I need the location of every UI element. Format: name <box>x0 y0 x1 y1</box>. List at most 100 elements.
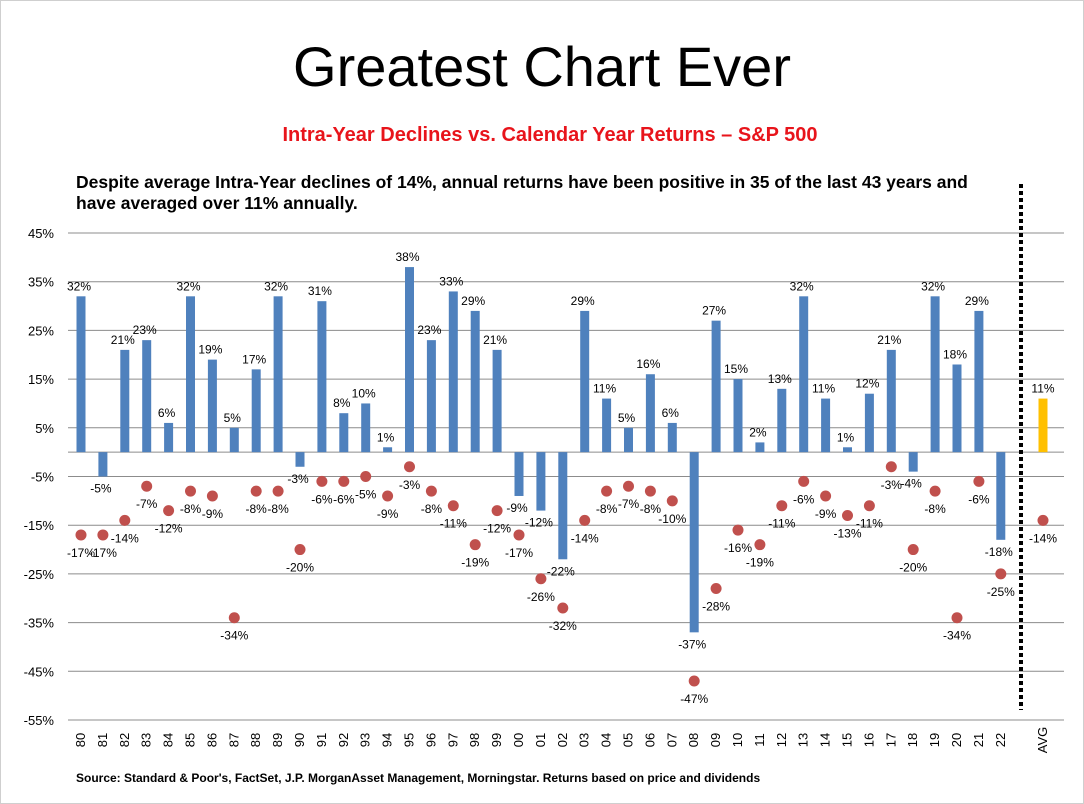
bar-value-label: 32% <box>790 279 814 293</box>
bar-value-label: 13% <box>768 372 792 386</box>
decline-point <box>732 524 744 536</box>
decline-value-label: -6% <box>793 492 815 506</box>
bar <box>952 364 962 453</box>
bar <box>799 296 809 453</box>
bar-value-label: 27% <box>702 304 726 318</box>
x-tick-label: 17 <box>883 733 898 747</box>
decline-value-label: -12% <box>155 522 183 536</box>
decline-point <box>447 500 459 512</box>
decline-point <box>666 495 678 507</box>
decline-value-label: -8% <box>924 502 946 516</box>
bar <box>273 296 283 453</box>
decline-point <box>272 485 284 497</box>
x-tick-label: AVG <box>1035 727 1050 754</box>
x-tick-label: 12 <box>774 733 789 747</box>
decline-value-label: -8% <box>180 502 202 516</box>
bar <box>383 447 393 453</box>
x-tick-label: 93 <box>358 733 373 747</box>
decline-value-label: -6% <box>333 492 355 506</box>
decline-point <box>710 583 722 595</box>
page-title: Greatest Chart Ever <box>293 35 791 98</box>
bar-value-label: 10% <box>352 386 376 400</box>
x-tick-label: 96 <box>423 733 438 747</box>
decline-point <box>776 500 788 512</box>
bar <box>536 452 546 511</box>
bar-value-label: 17% <box>242 352 266 366</box>
x-tick-label: 10 <box>730 733 745 747</box>
decline-value-label: -12% <box>483 522 511 536</box>
bar <box>930 296 940 453</box>
bar-value-label: 33% <box>439 274 463 288</box>
decline-point <box>382 490 394 502</box>
bar <box>186 296 195 453</box>
decline-point <box>119 514 131 526</box>
decline-point <box>360 471 372 482</box>
decline-value-label: -20% <box>899 561 927 575</box>
bar-value-label: 1% <box>837 430 855 444</box>
decline-value-label: -9% <box>377 507 399 521</box>
x-tick-label: 02 <box>555 733 570 747</box>
decline-value-label: -10% <box>658 512 686 526</box>
bar <box>98 452 108 477</box>
y-tick-label: 35% <box>28 275 54 290</box>
decline-point <box>579 514 591 526</box>
decline-value-label: -14% <box>571 531 599 545</box>
bar-value-label: 6% <box>662 406 680 420</box>
bar-value-label: -3% <box>287 472 309 486</box>
x-tick-label: 81 <box>95 733 110 747</box>
decline-point <box>557 602 569 614</box>
x-tick-label: 04 <box>599 733 614 747</box>
decline-value-label: -32% <box>549 619 577 633</box>
decline-value-label: -9% <box>202 507 224 521</box>
bar-value-label: 18% <box>943 347 967 361</box>
chart-note: Despite average Intra-Year declines of 1… <box>76 172 968 213</box>
decline-point <box>75 529 87 541</box>
bar-value-label: 32% <box>67 279 91 293</box>
bar <box>580 310 590 453</box>
decline-value-label: -14% <box>1029 531 1057 545</box>
bar-value-label: -9% <box>506 501 528 515</box>
x-tick-label: 20 <box>949 733 964 747</box>
x-tick-label: 03 <box>577 733 592 747</box>
bar-value-label: 5% <box>618 411 636 425</box>
decline-point <box>425 485 437 497</box>
bar <box>711 320 721 453</box>
x-tick-label: 11 <box>752 733 767 747</box>
decline-point <box>688 675 700 687</box>
decline-value-label: -6% <box>311 492 333 506</box>
bar-value-label: -18% <box>985 545 1013 559</box>
decline-point <box>973 475 985 487</box>
decline-value-label: -11% <box>440 517 467 531</box>
bar <box>821 398 831 453</box>
y-tick-label: -35% <box>24 616 55 631</box>
bar <box>361 403 371 453</box>
bar-value-label: 32% <box>264 279 288 293</box>
decline-point <box>250 485 262 497</box>
bar-value-label: 2% <box>749 425 767 439</box>
bar-value-label: 11% <box>812 382 835 396</box>
bar <box>602 398 612 453</box>
decline-point <box>294 544 306 556</box>
decline-point <box>141 480 153 492</box>
bar-value-label: -22% <box>547 564 575 578</box>
x-tick-label: 16 <box>861 733 876 747</box>
decline-point <box>338 475 350 487</box>
decline-point <box>929 485 941 497</box>
bar <box>755 442 765 453</box>
decline-value-label: -47% <box>680 692 708 706</box>
decline-point <box>842 509 853 521</box>
bar <box>624 427 633 453</box>
bar-value-label: 21% <box>877 333 901 347</box>
decline-value-label: -7% <box>618 497 640 511</box>
bar-value-label: -37% <box>678 637 706 651</box>
decline-value-label: -34% <box>220 629 248 643</box>
decline-value-label: -8% <box>267 502 289 516</box>
decline-value-label: -8% <box>640 502 662 516</box>
x-tick-label: 87 <box>226 733 241 747</box>
bar-value-label: 19% <box>198 343 222 357</box>
y-tick-label: 25% <box>28 323 54 338</box>
bar <box>339 413 349 453</box>
bar-value-label: -4% <box>901 477 923 491</box>
x-tick-label: 19 <box>927 733 942 747</box>
decline-value-label: -26% <box>527 590 555 604</box>
